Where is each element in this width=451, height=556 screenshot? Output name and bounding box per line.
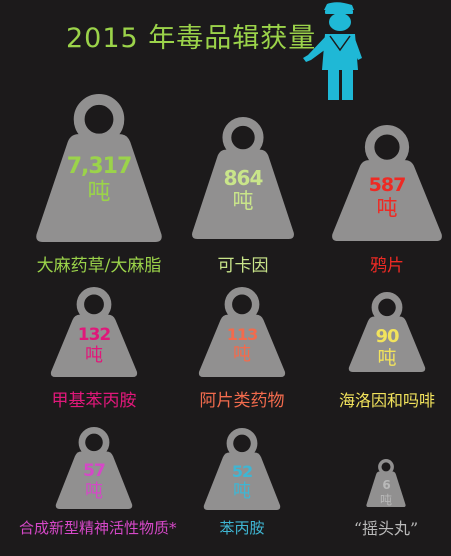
drug-label: 鸦片 (370, 256, 404, 276)
weight-value: 6 (382, 477, 390, 492)
weight-3: 587 吨 (331, 125, 443, 241)
page-title: 2015 年毒品辑获量 (66, 23, 317, 54)
drug-label: 海洛因和吗啡 (338, 391, 435, 410)
weight-unit: 吨 (85, 345, 103, 367)
weight-1: 7,317 吨 (35, 94, 163, 242)
drug-label: 合成新型精神活性物质* (19, 519, 177, 537)
weight-icon (348, 291, 426, 372)
drug-label: 可卡因 (217, 256, 269, 276)
weight-icon (36, 94, 162, 242)
weight-value: 587 (368, 174, 407, 197)
drug-label: 苯丙胺 (219, 519, 265, 537)
weight-6: 90 吨 (348, 291, 426, 372)
police-officer-icon (300, 0, 370, 104)
weight-unit: 吨 (233, 344, 251, 366)
drug-label: “摇头丸” (353, 519, 419, 538)
weight-value: 7,317 (66, 153, 133, 179)
weight-7: 57 吨 (55, 426, 133, 509)
weight-value: 132 (77, 325, 112, 346)
weight-unit: 吨 (232, 188, 254, 213)
weight-unit: 吨 (376, 196, 398, 221)
weight-value: 52 (231, 461, 253, 481)
weight-8: 52 吨 (203, 427, 281, 510)
weight-4: 132 吨 (50, 286, 138, 377)
weight-unit: 吨 (233, 480, 251, 502)
weight-unit: 吨 (377, 346, 397, 369)
weight-value: 864 (223, 165, 264, 190)
weight-unit: 吨 (85, 480, 103, 502)
weight-unit: 吨 (379, 492, 392, 507)
weight-icon (203, 427, 281, 510)
weight-value: 113 (226, 325, 258, 345)
weight-5: 113 吨 (198, 286, 286, 377)
weight-icon (50, 286, 138, 377)
weight-icon (332, 125, 442, 241)
drug-label: 甲基苯丙胺 (51, 391, 137, 411)
weight-icon (198, 286, 286, 377)
drug-label: 大麻药草/大麻脂 (36, 256, 162, 276)
weight-unit: 吨 (87, 178, 111, 205)
weight-2: 864 吨 (191, 117, 295, 239)
weight-value: 57 (83, 460, 106, 481)
weight-icon (366, 459, 406, 507)
weight-icon (192, 117, 294, 239)
weight-icon (55, 426, 133, 509)
weight-value: 90 (375, 325, 399, 347)
drug-label: 阿片类药物 (199, 391, 285, 411)
